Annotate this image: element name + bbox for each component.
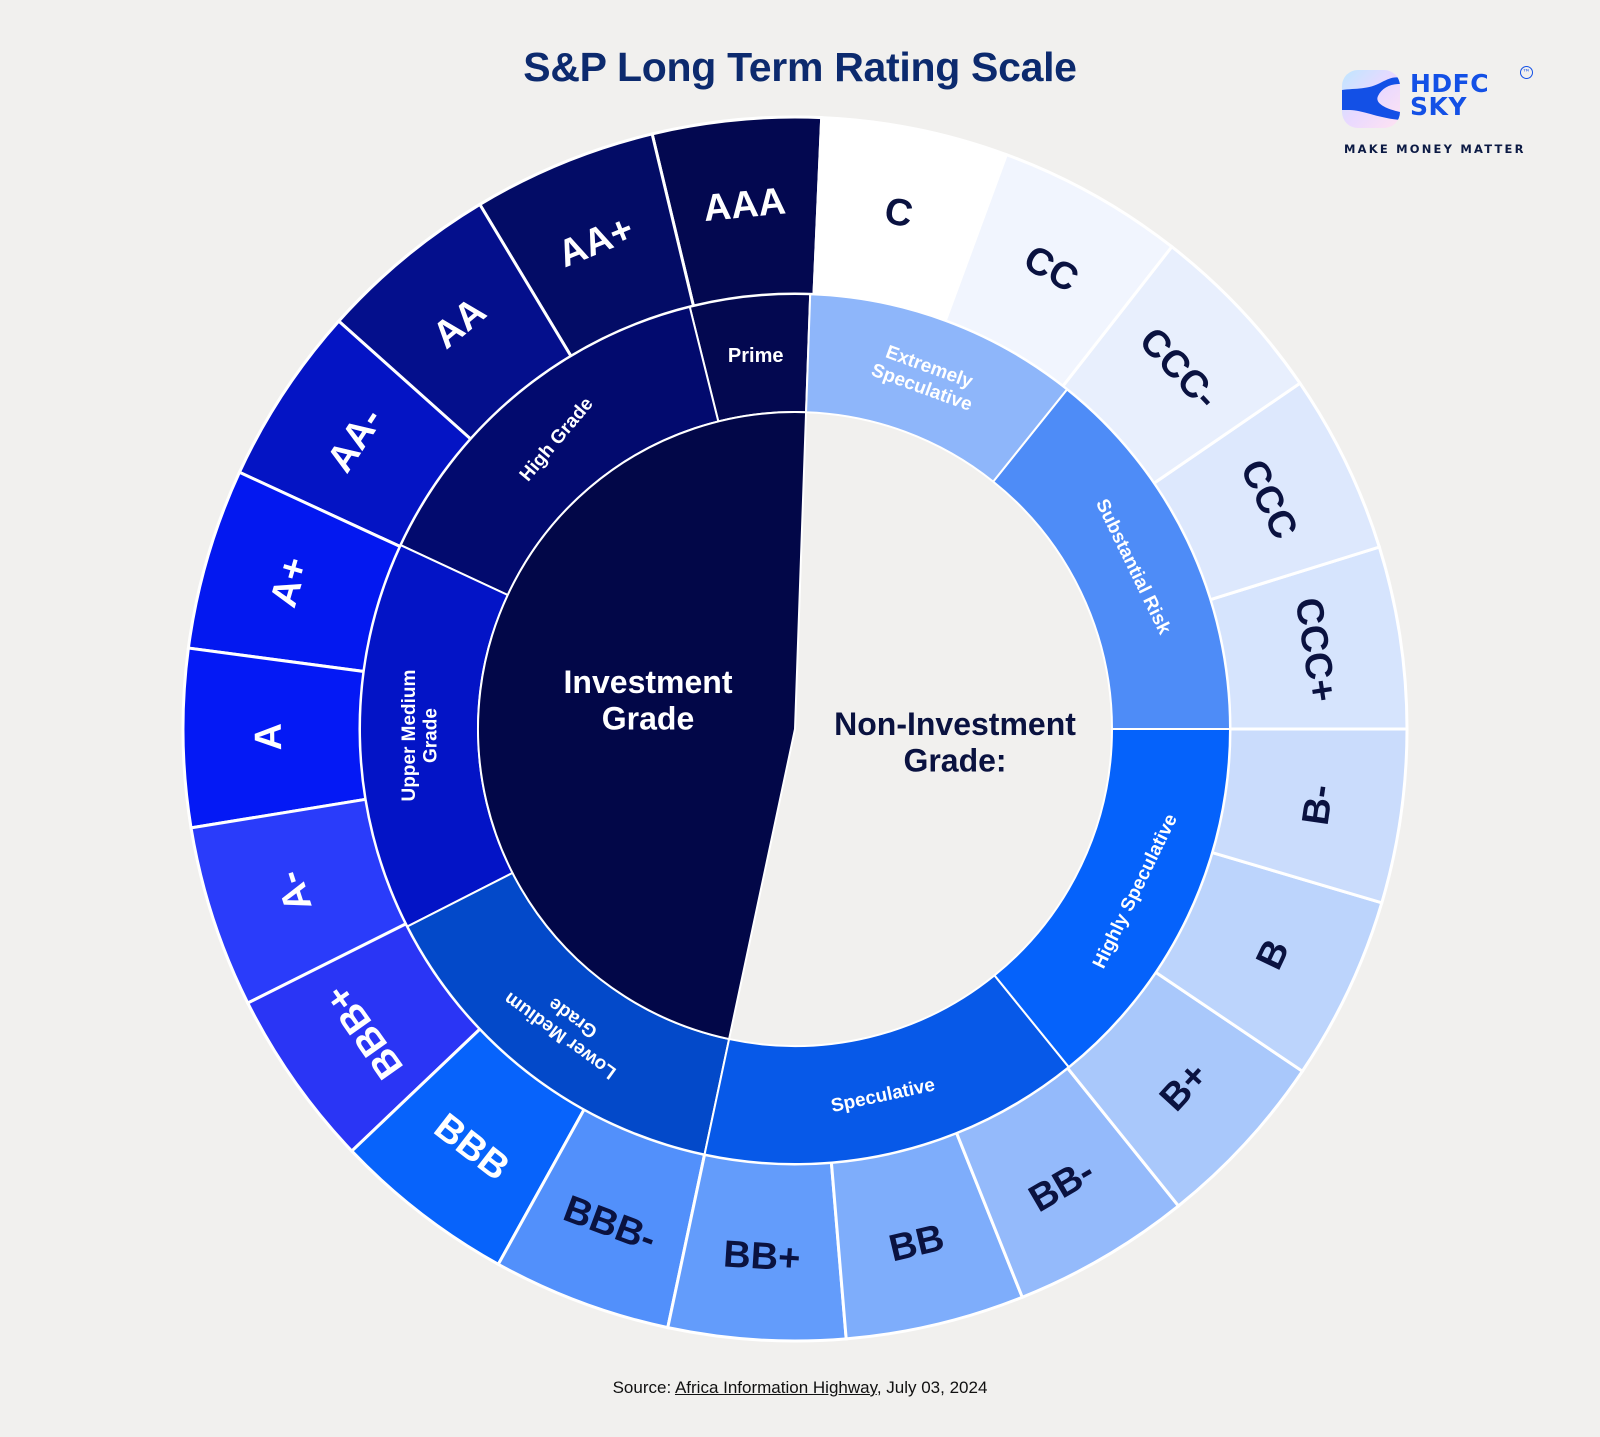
rating-label-a: A <box>248 723 290 751</box>
logo-line-1: HDFC <box>1410 69 1490 98</box>
logo-line-2: SKY <box>1410 92 1467 121</box>
segment-category-speculative <box>703 973 1071 1165</box>
source-note: Source: Africa Information Highway, July… <box>0 1378 1600 1398</box>
segment-category-extremely-speculative <box>805 293 1069 484</box>
center-label-investment-grade: Investment Grade <box>564 664 733 737</box>
logo-wordmark: HDFC SKY <box>1410 69 1490 121</box>
source-link[interactable]: Africa Information Highway <box>674 1378 877 1397</box>
rating-label-bb-plus: BB+ <box>722 1233 802 1280</box>
center-label-non-investment-grade: Non-Investment Grade: <box>834 706 1076 779</box>
source-suffix: , July 03, 2024 <box>876 1378 988 1397</box>
rating-label-b-minus: B- <box>1295 782 1342 828</box>
source-prefix: Source: <box>612 1378 675 1397</box>
trademark-icon: ™ <box>1520 66 1533 79</box>
segment-investment-grade <box>477 411 808 1041</box>
chart-title: S&P Long Term Rating Scale <box>523 44 1077 90</box>
category-label-prime: Prime <box>728 345 784 367</box>
segment-category-highly-speculative <box>993 728 1232 1069</box>
brand-logo: HDFC SKY ™ MAKE MONEY MATTER <box>1338 66 1538 166</box>
rating-label-aaa: AAA <box>702 180 788 230</box>
logo-tagline: MAKE MONEY MATTER <box>1344 142 1526 156</box>
segment-category-substantial-risk <box>991 388 1232 730</box>
category-label-upper-medium-grade: Upper MediumGrade <box>399 670 442 802</box>
logo-mark-icon <box>1342 70 1400 128</box>
